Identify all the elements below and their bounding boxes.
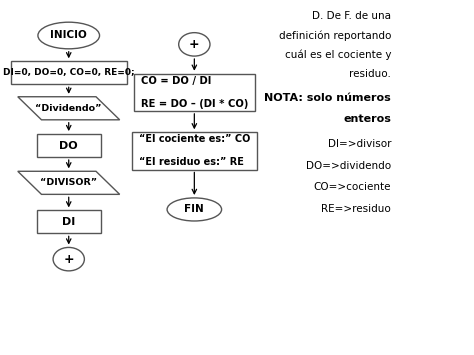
Text: DI=0, DO=0, CO=0, RE=0;: DI=0, DO=0, CO=0, RE=0; xyxy=(3,68,135,77)
Bar xyxy=(36,210,100,234)
Text: “El cociente es:” CO

“El residuo es:” RE: “El cociente es:” CO “El residuo es:” RE xyxy=(139,134,250,168)
Bar xyxy=(134,74,255,111)
Ellipse shape xyxy=(167,198,221,221)
Text: CO = DO / DI

RE = DO – (DI * CO): CO = DO / DI RE = DO – (DI * CO) xyxy=(141,76,248,109)
Text: enteros: enteros xyxy=(343,114,391,124)
Circle shape xyxy=(179,33,210,56)
Polygon shape xyxy=(18,97,119,120)
Text: cuál es el cociente y: cuál es el cociente y xyxy=(284,50,391,60)
Polygon shape xyxy=(18,171,119,194)
Text: D. De F. de una: D. De F. de una xyxy=(312,11,391,21)
Text: definición reportando: definición reportando xyxy=(279,30,391,41)
Ellipse shape xyxy=(38,22,100,49)
Circle shape xyxy=(53,247,84,271)
Text: “Dividendo”: “Dividendo” xyxy=(36,104,102,113)
Text: +: + xyxy=(189,38,200,51)
Text: INICIO: INICIO xyxy=(50,31,87,40)
Text: NOTA: solo números: NOTA: solo números xyxy=(264,93,391,104)
Text: “DIVISOR”: “DIVISOR” xyxy=(40,178,97,187)
Text: FIN: FIN xyxy=(184,204,204,214)
Text: residuo.: residuo. xyxy=(349,69,391,79)
Bar xyxy=(131,132,257,170)
Text: DO: DO xyxy=(59,141,78,151)
Text: DI: DI xyxy=(62,217,75,227)
Text: DO=>dividendo: DO=>dividendo xyxy=(306,160,391,171)
Text: +: + xyxy=(64,253,74,266)
Text: DI=>divisor: DI=>divisor xyxy=(328,139,391,149)
Bar xyxy=(10,61,127,84)
Text: CO=>cociente: CO=>cociente xyxy=(313,182,391,192)
Text: RE=>residuo: RE=>residuo xyxy=(321,204,391,214)
Bar xyxy=(36,134,100,157)
